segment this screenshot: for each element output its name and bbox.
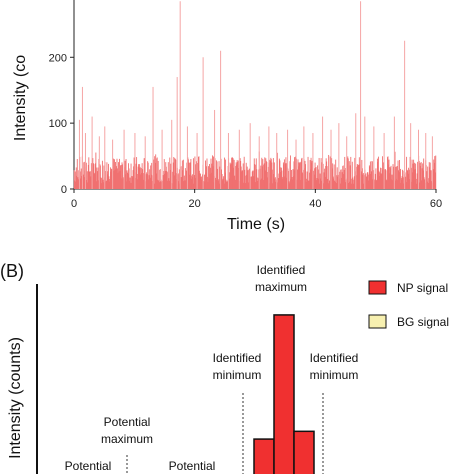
- annotation-label: Identified: [213, 351, 262, 365]
- panel-a-x-label: Time (s): [227, 216, 285, 233]
- x-tick-label: 0: [71, 198, 77, 210]
- panel-b-legend: NP signal BG signal: [368, 280, 449, 329]
- panel-b-schematic: (B) Intensity (counts) Identified maximum…: [0, 261, 449, 474]
- annotation-label: Identified: [310, 351, 359, 365]
- np-signal-bar: [253, 438, 275, 474]
- panel-b-annotations: Identified maximum Identified minimum Identi…: [65, 263, 359, 474]
- panel-b-bars: [253, 314, 315, 474]
- x-tick-label: 20: [189, 198, 201, 210]
- legend-swatch: [368, 314, 387, 329]
- annotation-label: maximum: [255, 280, 307, 294]
- panel-a-y-label: Intensity (co: [12, 55, 29, 141]
- x-tick-label: 60: [430, 198, 442, 210]
- annotation-label: Potential: [65, 459, 112, 473]
- np-signal-bar: [293, 430, 315, 474]
- legend-label: BG signal: [397, 315, 449, 329]
- panel-a-ticks: 0 20 40 60 0 100 200: [49, 52, 442, 210]
- annotation-label: Potential: [169, 459, 216, 473]
- annotation-label: Potential: [104, 415, 151, 429]
- x-tick-label: 40: [309, 198, 321, 210]
- legend-swatch: [368, 280, 387, 295]
- np-signal-bar: [273, 314, 295, 474]
- panel-b-label: (B): [0, 261, 24, 281]
- y-tick-label: 0: [61, 184, 67, 196]
- annotation-label: Identified: [257, 263, 306, 277]
- y-tick-label: 200: [49, 52, 67, 64]
- panel-a-time-trace: 0 20 40 60 0 100 200 Time (s) Intensity (co: [12, 0, 442, 233]
- panel-b-y-label: Intensity (counts): [7, 337, 24, 459]
- annotation-label: minimum: [310, 368, 359, 382]
- annotation-label: minimum: [213, 368, 262, 382]
- legend-label: NP signal: [397, 281, 448, 295]
- y-tick-label: 100: [49, 118, 67, 130]
- panel-a-signal-trace: [73, 1, 437, 189]
- annotation-label: maximum: [101, 432, 153, 446]
